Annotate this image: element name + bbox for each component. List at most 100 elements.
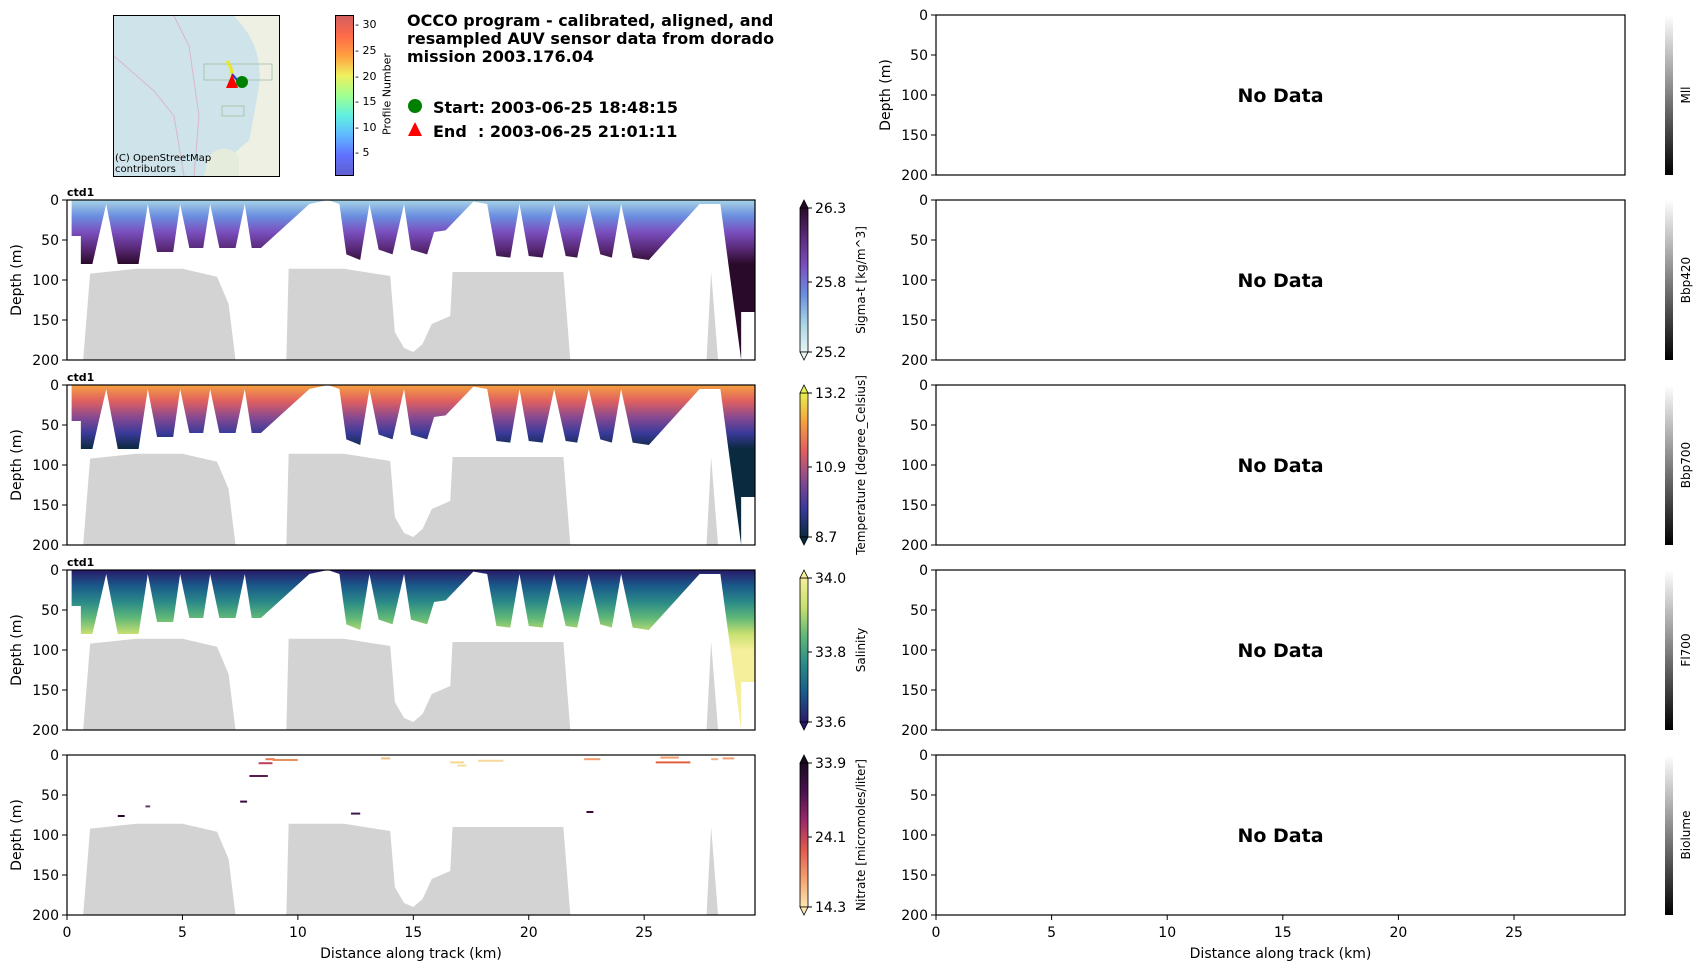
colorbar-label: Bbp420 [1679, 257, 1693, 303]
colorbar [1665, 385, 1673, 545]
plot-frame [935, 199, 1626, 361]
no-data-label: No Data [1237, 455, 1323, 477]
coastline-land [214, 16, 279, 176]
colorbar-extend-min [799, 351, 809, 361]
end-legend: End : 2003-06-25 21:01:11 [407, 120, 677, 142]
colorbar-label: Mll [1679, 86, 1693, 103]
y-tick-label: 150 [32, 868, 59, 884]
left-panel-4: 0 50 100 150 200 Depth (m) 0 5 10 15 20 25 Distance … [9, 748, 868, 962]
bathymetry [67, 823, 719, 915]
y-tick-label: 150 [901, 498, 928, 514]
colorbar-label: Biolume [1679, 811, 1693, 860]
y-tick-label: 100 [32, 828, 59, 844]
y-tick-label: 200 [32, 538, 59, 554]
y-tick-label: 50 [910, 788, 928, 804]
y-tick-label: 0 [919, 378, 928, 394]
nitrate-sample [722, 757, 735, 760]
y-tick-label: 0 [50, 563, 59, 579]
y-axis-label: Depth (m) [9, 614, 25, 686]
y-tick-label: 100 [32, 273, 59, 289]
colorbar [1665, 200, 1673, 360]
colorbar-tick-label: 33.6 [815, 715, 846, 731]
colorbar-tick-label: 13.2 [815, 386, 846, 402]
colorbar-tick-label: 34.0 [815, 571, 846, 587]
figure-title: OCCO program - calibrated, aligned, and … [407, 11, 775, 66]
start-marker-icon [236, 76, 248, 88]
colorbar [1665, 755, 1673, 915]
nitrate-sample [249, 775, 268, 777]
nitrate-sample [477, 759, 504, 762]
plot-frame [935, 754, 1626, 916]
start-label: Start: 2003-06-25 18:48:15 [433, 97, 678, 117]
colorbar [1665, 570, 1673, 730]
end-marker-icon [226, 74, 238, 88]
data-field [71, 570, 755, 730]
colorbar: 26.3 25.8 25.2 Sigma-t [kg/m^3] [799, 199, 868, 361]
right-panel-3: No Data 0 50 100 150 200 Bbp700 [901, 378, 1693, 554]
colorbar-label: Sigma-t [kg/m^3] [854, 226, 868, 334]
profile-colorbar-tick: - 10 [355, 120, 377, 134]
panel-label: ctd1 [67, 186, 94, 199]
y-tick-label: 100 [901, 643, 928, 659]
y-axis-label: Depth (m) [9, 244, 25, 316]
x-tick-label: 15 [404, 925, 422, 941]
y-tick-label: 100 [901, 828, 928, 844]
x-tick-label: 5 [178, 925, 187, 941]
left-panel-3: ctd1 0 50 100 150 200 Depth (m) 34.0 33.8 33.6 Sal… [9, 556, 868, 739]
y-tick-label: 200 [32, 353, 59, 369]
nitrate-sample [265, 758, 275, 761]
plot-frame [935, 14, 1626, 176]
colorbar: 33.9 24.1 14.3 Nitrate [micromoles/liter] [799, 754, 868, 916]
colorbar-tick-label: 14.3 [815, 900, 846, 916]
data-field [71, 385, 755, 545]
nitrate-sample [117, 815, 125, 817]
colorbar-extend-max [799, 754, 809, 764]
nitrate-sample [586, 811, 594, 813]
nitrate-sample [272, 759, 298, 761]
colorbar-label: Temperature [degree_Celsius] [854, 375, 868, 556]
peninsula-land [204, 148, 239, 176]
nitrate-sample [450, 761, 465, 764]
right-panel-4: No Data 0 50 100 150 200 Fl700 [901, 563, 1693, 739]
nitrate-sample [584, 758, 601, 761]
nitrate-sample [350, 812, 361, 815]
colorbar-tick-label: 25.2 [815, 345, 846, 361]
y-tick-label: 50 [910, 418, 928, 434]
nitrate-sample [655, 761, 691, 764]
y-tick-label: 150 [901, 128, 928, 144]
y-tick-label: 150 [901, 868, 928, 884]
x-tick-label: 25 [635, 925, 653, 941]
x-tick-label: 10 [1158, 925, 1176, 941]
nitrate-sample [711, 758, 719, 761]
no-data-label: No Data [1237, 270, 1323, 292]
nitrate-sample [660, 756, 679, 759]
map-graphic [114, 16, 279, 176]
y-tick-label: 50 [41, 603, 59, 619]
y-tick-label: 100 [901, 458, 928, 474]
colorbar-extend-min [799, 536, 809, 546]
colorbar-extend-min [799, 906, 809, 916]
profile-colorbar [335, 15, 354, 176]
y-tick-label: 0 [50, 748, 59, 764]
y-tick-label: 100 [32, 643, 59, 659]
colorbar-extend-min [799, 721, 809, 731]
nitrate-sample [145, 805, 151, 808]
y-tick-label: 100 [901, 88, 928, 104]
end-triangle-icon [407, 120, 433, 142]
x-tick-label: 0 [63, 925, 72, 941]
bathymetry [67, 268, 719, 360]
x-tick-label: 10 [289, 925, 307, 941]
y-tick-label: 50 [41, 788, 59, 804]
colorbar-tick-label: 33.8 [815, 645, 846, 661]
y-tick-label: 0 [50, 378, 59, 394]
profile-colorbar-tick: - 5 [355, 146, 370, 160]
x-tick-label: 20 [1390, 925, 1408, 941]
nitrate-sample [258, 762, 273, 765]
data-field [71, 200, 755, 360]
y-tick-label: 200 [32, 723, 59, 739]
colorbar-label: Bbp700 [1679, 442, 1693, 488]
y-tick-label: 100 [901, 273, 928, 289]
y-tick-label: 200 [32, 908, 59, 924]
colorbar: 13.2 10.9 8.7 Temperature [degree_Celsius] [799, 375, 868, 556]
